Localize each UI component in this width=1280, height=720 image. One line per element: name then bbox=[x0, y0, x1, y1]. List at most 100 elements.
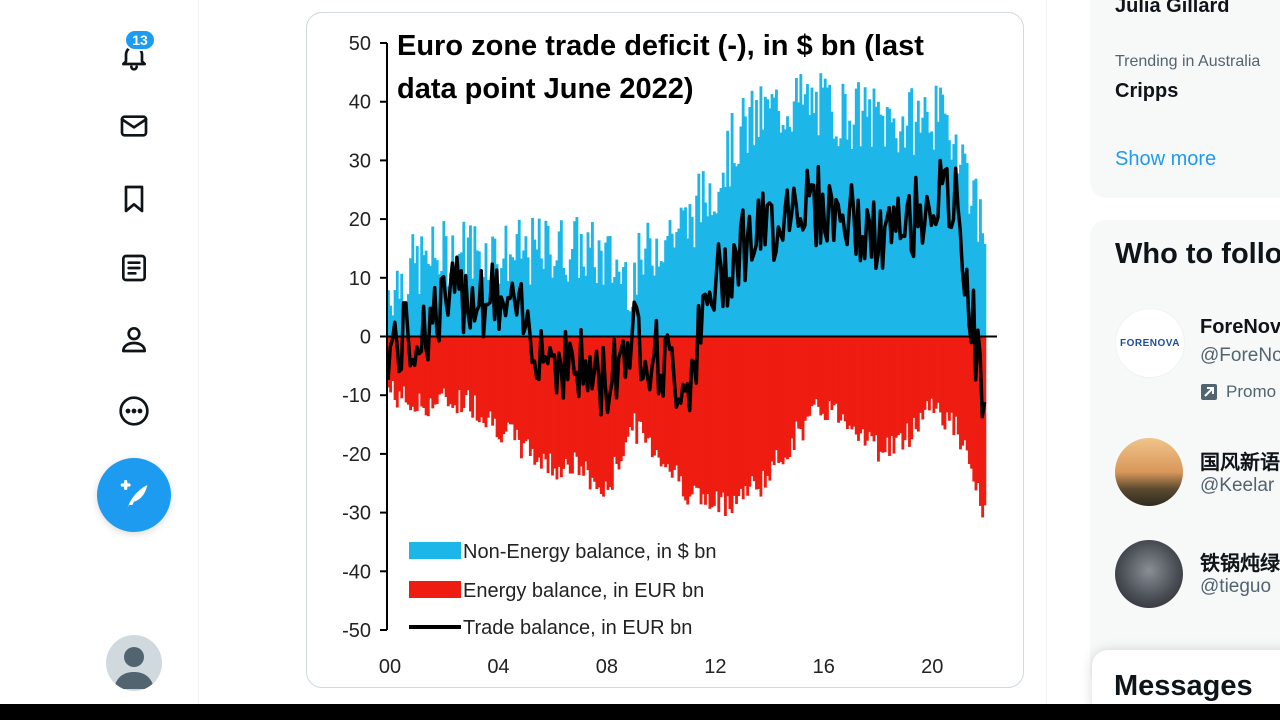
non-energy-bar bbox=[806, 84, 809, 337]
energy-bar bbox=[790, 336, 794, 439]
energy-bar bbox=[881, 336, 885, 453]
energy-bar bbox=[704, 336, 707, 505]
energy-bar bbox=[797, 336, 801, 429]
non-energy-bar bbox=[934, 85, 938, 337]
non-energy-bar bbox=[843, 93, 847, 337]
non-energy-bar bbox=[983, 243, 987, 337]
lists-nav-item[interactable] bbox=[116, 250, 152, 286]
follow-avatar-keelar[interactable] bbox=[1115, 438, 1183, 506]
follow-avatar-tieguo[interactable] bbox=[1115, 540, 1183, 608]
non-energy-bar bbox=[577, 277, 581, 337]
person-icon bbox=[122, 327, 146, 353]
y-tick-label: -40 bbox=[342, 561, 371, 583]
chart-title-line1: Euro zone trade deficit (-), in $ bn (la… bbox=[397, 30, 924, 62]
non-energy-bar bbox=[970, 205, 973, 337]
energy-bar bbox=[548, 336, 552, 454]
non-energy-bar bbox=[697, 173, 701, 337]
energy-bar bbox=[806, 336, 809, 417]
energy-bar bbox=[637, 336, 641, 422]
energy-bar bbox=[979, 336, 982, 506]
non-energy-bar bbox=[699, 222, 703, 337]
non-energy-bar bbox=[965, 163, 969, 337]
energy-bar bbox=[706, 336, 710, 495]
promoted-arrow-icon bbox=[1201, 384, 1217, 400]
tweet-image-card[interactable]: 50 40 30 20 10 0 -10 -20 -30 -40 -50 00 04 08 12 16 20 E… bbox=[306, 12, 1024, 688]
non-energy-bar bbox=[850, 148, 854, 337]
energy-bar bbox=[741, 336, 745, 500]
messages-drawer[interactable]: Messages bbox=[1092, 650, 1280, 710]
follow-avatar-forenova[interactable]: FORENOVA bbox=[1115, 308, 1185, 378]
non-energy-bar bbox=[571, 249, 574, 337]
energy-bar bbox=[493, 336, 497, 419]
compose-tweet-button[interactable] bbox=[97, 458, 171, 532]
energy-bar bbox=[424, 336, 428, 416]
energy-bar bbox=[644, 336, 648, 443]
energy-bar bbox=[626, 336, 630, 437]
non-energy-bar bbox=[526, 257, 530, 337]
profile-nav-item[interactable] bbox=[116, 321, 152, 357]
follow-name-tieguo[interactable]: 铁锅炖绿 bbox=[1200, 553, 1280, 575]
non-energy-bar bbox=[426, 264, 430, 337]
non-energy-bar bbox=[675, 232, 679, 337]
non-energy-bar bbox=[455, 255, 459, 337]
energy-bar bbox=[435, 336, 439, 405]
energy-bar bbox=[719, 336, 723, 498]
non-energy-bar bbox=[861, 110, 865, 337]
energy-bar bbox=[551, 336, 554, 476]
energy-bar bbox=[826, 336, 829, 420]
energy-bar bbox=[728, 336, 732, 510]
non-energy-bar bbox=[772, 97, 776, 337]
trend-item-cripps[interactable]: Cripps bbox=[1115, 80, 1179, 102]
energy-bar bbox=[475, 336, 479, 421]
energy-bar bbox=[595, 336, 599, 490]
energy-bar bbox=[792, 336, 796, 451]
energy-bar bbox=[828, 336, 832, 402]
non-energy-bar bbox=[524, 236, 528, 337]
energy-bar bbox=[522, 336, 526, 444]
account-avatar[interactable] bbox=[106, 635, 162, 691]
non-energy-bar bbox=[710, 215, 714, 337]
energy-bar bbox=[484, 336, 488, 428]
trend-item-top[interactable]: Julia Gillard bbox=[1115, 0, 1230, 17]
energy-bar bbox=[945, 336, 949, 413]
non-energy-bar bbox=[963, 153, 967, 337]
more-nav-item[interactable] bbox=[116, 393, 152, 429]
energy-bar bbox=[431, 336, 435, 409]
energy-bar bbox=[504, 336, 508, 432]
non-energy-bar bbox=[542, 268, 546, 337]
non-energy-bar bbox=[945, 115, 949, 337]
non-energy-bar bbox=[863, 87, 867, 337]
bottom-black-bar bbox=[0, 704, 1280, 720]
energy-bar bbox=[537, 336, 541, 458]
energy-bar bbox=[628, 336, 632, 428]
non-energy-bar bbox=[792, 101, 796, 337]
non-energy-bar bbox=[837, 146, 840, 337]
energy-bar bbox=[577, 336, 581, 476]
messages-nav-item[interactable] bbox=[116, 108, 152, 144]
energy-bar bbox=[759, 336, 763, 497]
energy-bar bbox=[524, 336, 528, 441]
energy-bar bbox=[460, 336, 464, 413]
non-energy-bar bbox=[972, 180, 976, 337]
energy-bar bbox=[852, 336, 856, 427]
follow-name-forenova[interactable]: ForeNov bbox=[1200, 316, 1280, 338]
follow-name-keelar[interactable]: 国风新语 bbox=[1200, 452, 1280, 474]
non-energy-bar bbox=[670, 233, 674, 337]
energy-bar bbox=[657, 336, 661, 458]
non-energy-bar bbox=[435, 260, 439, 337]
energy-bar bbox=[531, 336, 534, 449]
non-energy-bar bbox=[606, 236, 610, 337]
non-energy-bar bbox=[535, 249, 539, 337]
energy-bar bbox=[732, 336, 736, 496]
energy-bar bbox=[823, 336, 827, 421]
non-energy-bar bbox=[418, 293, 421, 337]
non-energy-bar bbox=[690, 216, 694, 337]
energy-bar bbox=[845, 336, 849, 430]
non-energy-bar bbox=[799, 74, 803, 337]
show-more-link[interactable]: Show more bbox=[1115, 148, 1217, 170]
energy-bar bbox=[409, 336, 413, 411]
energy-bar bbox=[750, 336, 754, 477]
bookmarks-nav-item[interactable] bbox=[116, 181, 152, 217]
x-tick-label: 16 bbox=[813, 656, 835, 678]
energy-bar bbox=[808, 336, 812, 416]
